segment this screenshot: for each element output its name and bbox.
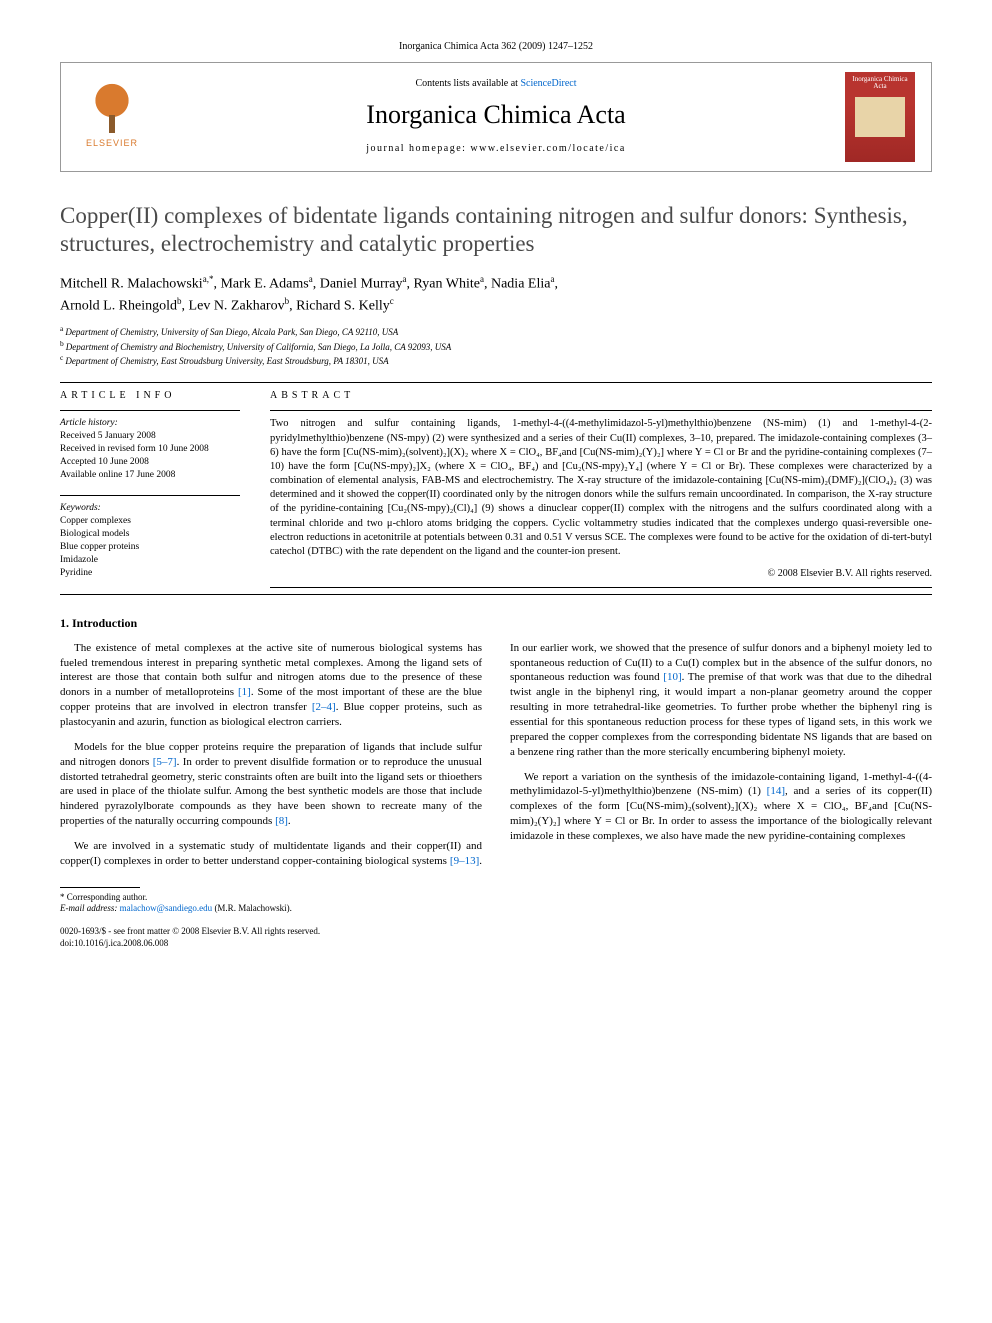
author-1-sup: a,* [203, 274, 214, 284]
keyword: Pyridine [60, 567, 240, 580]
homepage-prefix: journal homepage: [366, 143, 470, 154]
history-revised: Received in revised form 10 June 2008 [60, 443, 240, 456]
author-7: , Lev N. Zakharov [182, 298, 285, 313]
body-text: . [288, 815, 291, 827]
header-box: ELSEVIER Contents lists available at Sci… [60, 62, 932, 172]
divider [270, 587, 932, 588]
contents-available: Contents lists available at ScienceDirec… [147, 77, 845, 91]
elsevier-logo: ELSEVIER [77, 77, 147, 157]
keywords-block: Keywords: Copper complexes Biological mo… [60, 502, 240, 579]
elsevier-tree-icon [87, 83, 137, 133]
history-accepted: Accepted 10 June 2008 [60, 456, 240, 469]
email-suffix: (M.R. Malachowski). [212, 903, 292, 913]
footer: 0020-1693/$ - see front matter © 2008 El… [60, 925, 932, 949]
header-center: Contents lists available at ScienceDirec… [147, 77, 845, 155]
journal-name: Inorganica Chimica Acta [147, 97, 845, 132]
citation-link[interactable]: [14] [767, 785, 785, 797]
article-history: Article history: Received 5 January 2008… [60, 417, 240, 481]
body-paragraph: We report a variation on the synthesis o… [510, 770, 932, 844]
divider [60, 495, 240, 496]
cover-image-icon [855, 97, 905, 137]
author-8-sup: c [390, 296, 394, 306]
email-link[interactable]: malachow@sandiego.edu [120, 903, 213, 913]
author-1: Mitchell R. Malachowski [60, 277, 203, 292]
history-label: Article history: [60, 417, 240, 430]
sciencedirect-link[interactable]: ScienceDirect [520, 78, 576, 89]
elsevier-name: ELSEVIER [86, 137, 138, 149]
footnote-area: * Corresponding author. E-mail address: … [60, 887, 932, 915]
contents-prefix: Contents lists available at [415, 78, 520, 89]
introduction-section: 1. Introduction The existence of metal c… [60, 615, 932, 869]
author-6: Arnold L. Rheingold [60, 298, 177, 313]
author-comma: , [554, 277, 558, 292]
body-two-column: The existence of metal complexes at the … [60, 641, 932, 869]
journal-homepage: journal homepage: www.elsevier.com/locat… [147, 142, 845, 156]
cover-title: Inorganica Chimica Acta [849, 76, 911, 91]
abstract-heading: ABSTRACT [270, 389, 932, 403]
copyright: © 2008 Elsevier B.V. All rights reserved… [270, 567, 932, 581]
article-title: Copper(II) complexes of bidentate ligand… [60, 202, 932, 260]
history-received: Received 5 January 2008 [60, 430, 240, 443]
author-5: , Nadia Elia [484, 277, 550, 292]
citation-link[interactable]: [9–13] [450, 855, 479, 867]
citation-link[interactable]: [2–4] [312, 701, 336, 713]
author-2: , Mark E. Adams [213, 277, 308, 292]
keyword: Blue copper proteins [60, 541, 240, 554]
affiliation-b: Department of Chemistry and Biochemistry… [66, 342, 452, 352]
footer-doi: doi:10.1016/j.ica.2008.06.008 [60, 937, 932, 949]
footer-copyright: 0020-1693/$ - see front matter © 2008 El… [60, 925, 932, 937]
email-line: E-mail address: malachow@sandiego.edu (M… [60, 903, 932, 915]
divider [270, 410, 932, 411]
keywords-label: Keywords: [60, 502, 240, 515]
email-label: E-mail address: [60, 903, 120, 913]
author-8: , Richard S. Kelly [289, 298, 390, 313]
body-paragraph: The existence of metal complexes at the … [60, 641, 482, 730]
history-online: Available online 17 June 2008 [60, 469, 240, 482]
abstract-column: ABSTRACT Two nitrogen and sulfur contain… [270, 389, 932, 594]
article-info-column: ARTICLE INFO Article history: Received 5… [60, 389, 240, 594]
homepage-url[interactable]: www.elsevier.com/locate/ica [470, 143, 625, 154]
citation-link[interactable]: [10] [663, 671, 681, 683]
section-heading: 1. Introduction [60, 615, 932, 631]
author-3: , Daniel Murray [313, 277, 403, 292]
citation-link[interactable]: [1] [238, 686, 251, 698]
body-paragraph: Models for the blue copper proteins requ… [60, 740, 482, 829]
article-info-heading: ARTICLE INFO [60, 389, 240, 403]
keyword: Imidazole [60, 554, 240, 567]
divider [60, 594, 932, 595]
citation-link[interactable]: [8] [275, 815, 288, 827]
keyword: Biological models [60, 528, 240, 541]
info-abstract-row: ARTICLE INFO Article history: Received 5… [60, 389, 932, 594]
keyword: Copper complexes [60, 515, 240, 528]
affiliation-c: Department of Chemistry, East Stroudsbur… [65, 356, 388, 366]
journal-cover-thumbnail: Inorganica Chimica Acta [845, 72, 915, 162]
divider [60, 382, 932, 383]
author-4: , Ryan White [407, 277, 480, 292]
citation-link[interactable]: [5–7] [153, 756, 177, 768]
abstract-text: Two nitrogen and sulfur containing ligan… [270, 417, 932, 559]
footnote-rule [60, 887, 140, 888]
authors: Mitchell R. Malachowskia,*, Mark E. Adam… [60, 273, 932, 316]
corresponding-author: * Corresponding author. [60, 892, 932, 904]
affiliation-a: Department of Chemistry, University of S… [65, 327, 398, 337]
divider [60, 410, 240, 411]
body-text: We are involved in a systematic study of… [60, 840, 482, 867]
affiliations: aDepartment of Chemistry, University of … [60, 324, 932, 368]
body-text: . The premise of that work was that due … [510, 671, 932, 757]
journal-reference: Inorganica Chimica Acta 362 (2009) 1247–… [60, 40, 932, 54]
